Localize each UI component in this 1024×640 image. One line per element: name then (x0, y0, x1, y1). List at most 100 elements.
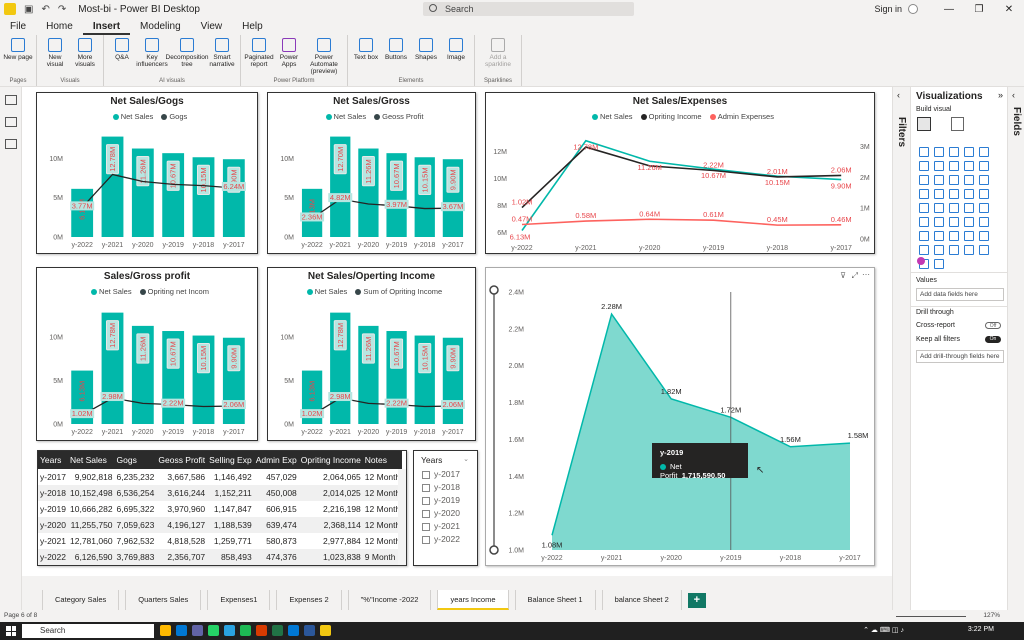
filter-icon[interactable]: ⊽ (840, 271, 846, 280)
menu-insert[interactable]: Insert (82, 18, 131, 35)
add-page-button[interactable]: + (687, 592, 706, 608)
file-explorer-icon[interactable] (160, 625, 171, 636)
menu-help[interactable]: Help (242, 21, 263, 32)
column-header[interactable]: Geoss Profit (156, 451, 208, 469)
visual-type-icon[interactable] (948, 147, 959, 157)
page-tab[interactable]: Expenses 2 (276, 590, 342, 610)
new-visual-button[interactable]: New visual (40, 35, 70, 76)
visual-type-icon[interactable] (918, 231, 929, 241)
chevron-left-icon[interactable]: ‹ (1012, 90, 1015, 100)
powerbi-taskbar-icon[interactable] (320, 625, 331, 636)
save-icon[interactable]: ▣ (24, 3, 34, 15)
visual-type-icon[interactable] (978, 217, 989, 227)
report-view-icon[interactable] (5, 95, 17, 105)
visual-type-icon[interactable] (978, 175, 989, 185)
visual-type-icon[interactable] (963, 175, 974, 185)
column-header[interactable]: Admin Exp (253, 451, 299, 469)
outlook-icon[interactable] (288, 625, 299, 636)
chart-net-sales-gogs[interactable]: Net Sales/Gogs Net Sales Gogs 0M5M10M6.1… (36, 92, 258, 254)
checkbox-icon[interactable] (422, 483, 430, 492)
visual-type-icon[interactable] (978, 189, 989, 199)
powerpoint-icon[interactable] (256, 625, 267, 636)
visual-type-icon[interactable] (918, 217, 929, 227)
table-scrollbar[interactable] (398, 469, 406, 565)
build-visual-icon[interactable] (917, 117, 931, 131)
drill-through-well[interactable]: Add drill-through fields here (916, 350, 1004, 363)
word-icon[interactable] (304, 625, 315, 636)
column-header[interactable]: Net Sales (68, 451, 115, 469)
keep-all-filters-toggle[interactable]: On (985, 336, 1001, 343)
paginated-report-button[interactable]: Paginated report (244, 35, 274, 76)
visual-type-icon[interactable] (963, 217, 974, 227)
visual-type-icon[interactable] (918, 147, 929, 157)
visual-type-icon[interactable] (918, 245, 929, 255)
column-header[interactable]: Gogs (114, 451, 157, 469)
fields-pane[interactable]: ‹ Fields (1007, 87, 1024, 610)
text-box-button[interactable]: Text box (351, 35, 381, 76)
image-button[interactable]: Image (441, 35, 471, 76)
slicer-item[interactable]: y-2019 (414, 494, 477, 507)
zoom-slider[interactable] (896, 616, 966, 617)
teams-icon[interactable] (192, 625, 203, 636)
visual-type-icon[interactable] (918, 175, 929, 185)
page-tab[interactable]: "%"Income -2022 (347, 590, 432, 610)
undo-icon[interactable]: ↶ (41, 3, 50, 15)
filters-pane[interactable]: ‹ Filters (892, 87, 910, 610)
smart-narrative-button[interactable]: Smart narrative (207, 35, 237, 76)
table-row[interactable]: y-2020 11,255,750 7,059,623 4,196,127 1,188,… (38, 517, 403, 533)
visual-type-icon[interactable] (918, 189, 929, 199)
visual-type-icon[interactable] (933, 245, 944, 255)
chevron-right-icon[interactable]: » (997, 90, 1003, 100)
windows-start-icon[interactable] (6, 626, 16, 636)
visual-type-icon[interactable] (978, 161, 989, 171)
more-options-icon[interactable]: ⋯ (862, 270, 870, 279)
visual-type-icon[interactable] (933, 147, 944, 157)
chart-net-sales-expenses[interactable]: Net Sales/Expenses Net Sales Opriting In… (485, 92, 875, 254)
search-box[interactable]: Search (423, 2, 634, 16)
visual-type-icon[interactable] (963, 231, 974, 241)
menu-home[interactable]: Home (46, 21, 73, 32)
visual-type-icon[interactable] (963, 161, 974, 171)
visual-type-icon[interactable] (918, 161, 929, 171)
qa-button[interactable]: Q&A (107, 35, 137, 76)
visual-type-icon[interactable] (963, 147, 974, 157)
page-tab[interactable]: Category Sales (42, 590, 120, 610)
close-button[interactable]: ✕ (1004, 3, 1014, 15)
visual-type-icon[interactable] (963, 189, 974, 199)
edge-icon[interactable] (176, 625, 187, 636)
slicer-item[interactable]: y-2020 (414, 507, 477, 520)
model-view-icon[interactable] (5, 139, 17, 149)
new-page-button[interactable]: New page (3, 35, 33, 76)
avatar[interactable] (908, 4, 918, 14)
telegram-icon[interactable] (224, 625, 235, 636)
cross-report-toggle[interactable]: Off (985, 322, 1001, 329)
chart-net-sales-operting-income[interactable]: Net Sales/Operting Income Net Sales Sum … (267, 267, 476, 441)
checkbox-icon[interactable] (422, 470, 430, 479)
visual-type-icon[interactable] (978, 203, 989, 213)
visual-type-icon[interactable] (933, 259, 944, 269)
visual-type-icon[interactable] (948, 217, 959, 227)
visual-type-icon[interactable] (948, 175, 959, 185)
table-row[interactable]: y-2021 12,781,060 7,962,532 4,818,528 1,259,… (38, 533, 402, 549)
data-table[interactable]: Years Net Sales Gogs Geoss Profit Selling Ex… (37, 450, 407, 566)
buttons-button[interactable]: Buttons (381, 35, 411, 76)
visual-type-icon[interactable] (948, 189, 959, 199)
sign-in-link[interactable]: Sign in (874, 4, 902, 14)
key-influencers-button[interactable]: Key influencers (136, 35, 168, 76)
menu-modeling[interactable]: Modeling (140, 21, 181, 32)
visual-type-icon[interactable] (948, 231, 959, 241)
page-tab[interactable]: Balance Sheet 1 (514, 590, 596, 610)
page-tab[interactable]: balance Sheet 2 (601, 590, 682, 610)
visual-type-icon[interactable] (933, 203, 944, 213)
shapes-button[interactable]: Shapes (411, 35, 441, 76)
slicer-item[interactable]: y-2017 (414, 468, 477, 481)
slicer-item[interactable]: y-2018 (414, 481, 477, 494)
visual-type-icon[interactable] (933, 189, 944, 199)
table-row[interactable]: y-2017 9,902,818 6,235,232 3,667,586 1,146,4… (38, 469, 402, 485)
spotify-icon[interactable] (240, 625, 251, 636)
restore-button[interactable]: ❐ (974, 3, 984, 15)
visual-type-icon[interactable] (978, 231, 989, 241)
table-row[interactable]: y-2022 6,126,590 3,769,883 2,356,707 858,493… (38, 549, 403, 565)
add-sparkline-button[interactable]: Add a sparkline (478, 35, 518, 76)
visual-type-icon[interactable] (948, 245, 959, 255)
